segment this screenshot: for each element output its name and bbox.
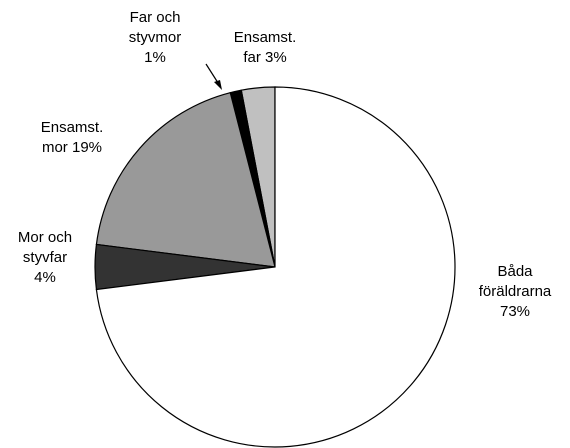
slice-label: Ensamst. far 3% <box>229 28 301 68</box>
pie-slice <box>95 91 276 268</box>
slice-label: Mor och styvfar 4% <box>12 228 78 288</box>
slice-label: Båda föräldrarna 73% <box>465 262 565 322</box>
slice-label: Ensamst. mor 19% <box>36 118 108 158</box>
category-label: Ensamst. far <box>233 29 297 66</box>
value-label: 19% <box>71 139 103 156</box>
leader-arrow <box>214 80 222 90</box>
slice-label: Far och styvmor 1% <box>122 8 188 68</box>
value-label: 73% <box>499 303 531 320</box>
category-label: Båda föräldrarna <box>478 263 552 300</box>
value-label: 1% <box>144 49 166 66</box>
category-label: Mor och styvfar <box>17 229 73 266</box>
pie-slice <box>95 86 456 448</box>
value-label: 4% <box>34 269 56 286</box>
category-label: Ensamst. mor <box>40 119 104 156</box>
category-label: Far och styvmor <box>128 9 182 46</box>
value-label: 3% <box>265 49 287 66</box>
